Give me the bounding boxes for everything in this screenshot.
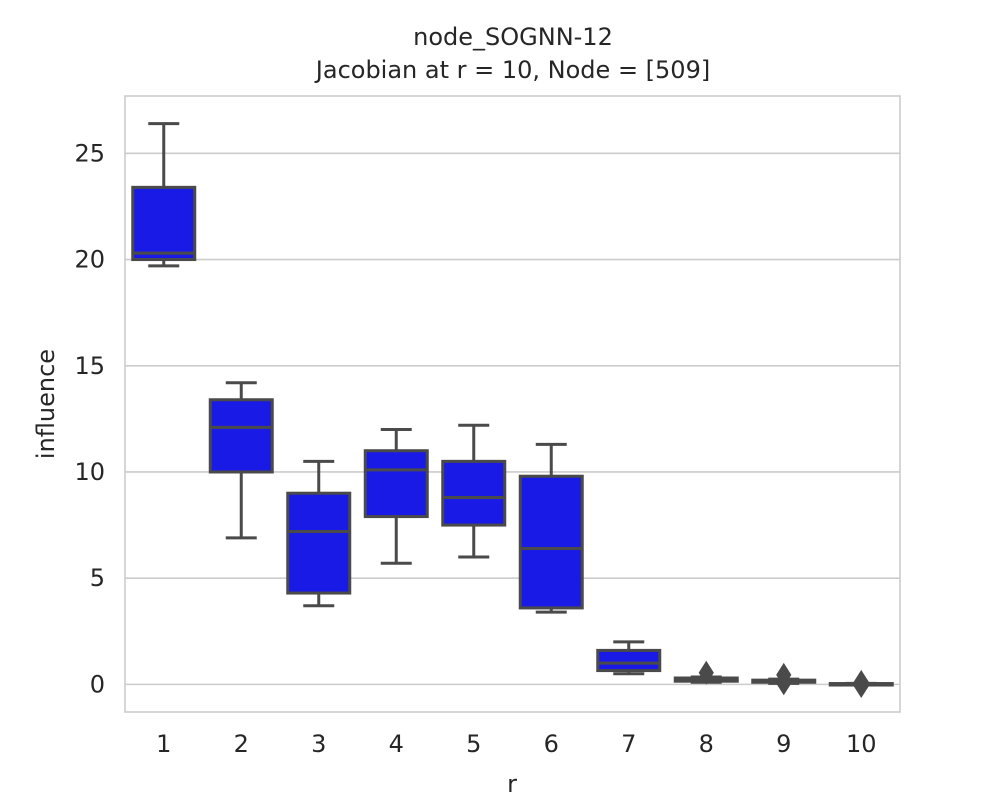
y-tick-label: 10: [74, 458, 105, 486]
box-9: [751, 662, 817, 696]
box-7: [596, 640, 662, 676]
box-series: [131, 122, 894, 699]
iqr-box: [441, 459, 507, 527]
x-tick-label: 9: [776, 730, 791, 758]
y-tick-label: 20: [74, 246, 105, 274]
outlier-marker: [698, 660, 714, 685]
x-tick-label: 5: [466, 730, 481, 758]
outlier-marker: [776, 671, 792, 696]
chart-subtitle: Jacobian at r = 10, Node = [509]: [314, 56, 710, 84]
y-tick-label: 25: [74, 139, 105, 167]
plot-frame: [124, 95, 901, 713]
x-tick-labels: 1 2 3 4 5 6 7 8 9 10: [156, 730, 876, 758]
y-tick-label: 15: [74, 352, 105, 380]
iqr-box: [518, 474, 584, 610]
x-tick-label: 3: [311, 730, 326, 758]
box-8: [673, 660, 739, 685]
x-tick-label: 1: [156, 730, 171, 758]
chart-title: node_SOGNN-12: [413, 23, 613, 51]
box-2: [208, 381, 274, 540]
iqr-box: [286, 491, 352, 595]
x-tick-label: 10: [846, 730, 877, 758]
iqr-box: [363, 449, 429, 519]
iqr-box: [131, 185, 197, 262]
x-axis-label: r: [507, 770, 517, 798]
y-tick-labels: 0 5 10 15 20 25: [74, 139, 105, 698]
box-4: [363, 427, 429, 565]
x-tick-label: 6: [544, 730, 559, 758]
y-tick-label: 0: [90, 670, 105, 698]
iqr-box: [208, 398, 274, 474]
box-10: [828, 669, 894, 699]
x-tick-label: 2: [234, 730, 249, 758]
y-axis-label: influence: [32, 349, 60, 459]
box-6: [518, 442, 584, 614]
x-tick-label: 7: [621, 730, 636, 758]
x-tick-label: 8: [699, 730, 714, 758]
y-tick-label: 5: [90, 564, 105, 592]
box-1: [131, 122, 197, 268]
box-5: [441, 423, 507, 559]
box-3: [286, 459, 352, 608]
outlier-marker: [853, 674, 869, 699]
x-tick-label: 4: [389, 730, 404, 758]
iqr-box: [596, 648, 662, 673]
